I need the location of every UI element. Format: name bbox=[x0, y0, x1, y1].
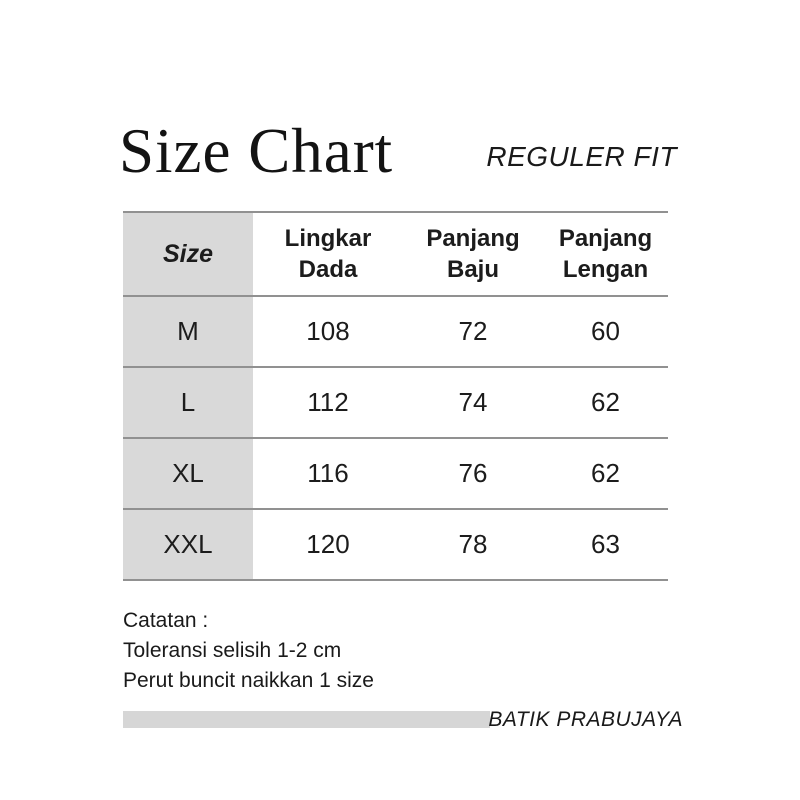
col-header-lingkar-dada: Lingkar Dada bbox=[284, 225, 372, 283]
size-table-body: M 108 72 60 L 112 74 62 XL 116 76 62 XXL 120 78 63 bbox=[123, 296, 668, 580]
col-header-size: Size bbox=[123, 212, 253, 296]
size-cell: XXL bbox=[123, 509, 253, 580]
value-cell: 62 bbox=[591, 458, 620, 488]
col-header-panjang-baju: Panjang Baju bbox=[426, 225, 520, 283]
size-table-header-row: Size Lingkar Dada Panjang Baju Panjang L… bbox=[123, 212, 668, 296]
value-cell: 63 bbox=[591, 529, 620, 559]
value-cell: 62 bbox=[591, 387, 620, 417]
size-cell: XL bbox=[123, 438, 253, 509]
value-cell: 74 bbox=[458, 387, 488, 417]
table-row: XL 116 76 62 bbox=[123, 438, 668, 509]
value-cell: 72 bbox=[458, 316, 488, 346]
page-title: Size Chart bbox=[119, 116, 394, 186]
notes-block: Catatan : Toleransi selisih 1-2 cm Perut… bbox=[123, 606, 374, 696]
fit-label: REGULER FIT bbox=[486, 141, 677, 172]
size-table: Size Lingkar Dada Panjang Baju Panjang L… bbox=[123, 211, 668, 581]
value-cell: 78 bbox=[458, 529, 488, 559]
brand-name: BATIK PRABUJAYA bbox=[488, 708, 683, 731]
value-cell: 120 bbox=[306, 529, 350, 559]
value-cell: 108 bbox=[306, 316, 350, 346]
value-cell: 76 bbox=[458, 458, 488, 488]
notes-line: Catatan : bbox=[123, 609, 209, 632]
size-cell: M bbox=[123, 296, 253, 367]
notes-line: Toleransi selisih 1-2 cm bbox=[123, 639, 342, 662]
value-cell: 116 bbox=[307, 458, 349, 488]
value-cell: 60 bbox=[591, 316, 620, 346]
table-row: L 112 74 62 bbox=[123, 367, 668, 438]
value-cell: 112 bbox=[307, 387, 349, 417]
col-header-panjang-lengan: Panjang Lengan bbox=[558, 225, 653, 283]
table-row: M 108 72 60 bbox=[123, 296, 668, 367]
size-cell: L bbox=[123, 367, 253, 438]
table-row: XXL 120 78 63 bbox=[123, 509, 668, 580]
brand-bar bbox=[123, 711, 490, 728]
notes-line: Perut buncit naikkan 1 size bbox=[123, 669, 374, 692]
